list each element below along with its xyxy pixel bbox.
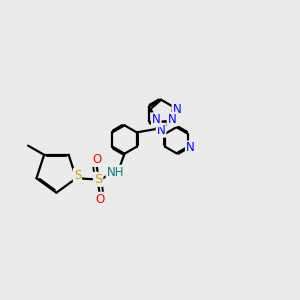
Text: S: S: [94, 173, 102, 186]
Text: N: N: [172, 103, 181, 116]
Text: NH: NH: [106, 166, 124, 179]
Text: O: O: [95, 193, 104, 206]
Text: N: N: [157, 124, 165, 137]
Text: N: N: [186, 142, 195, 154]
Text: O: O: [92, 153, 101, 166]
Text: S: S: [74, 169, 81, 182]
Text: N: N: [167, 113, 176, 126]
Text: N: N: [152, 113, 161, 126]
